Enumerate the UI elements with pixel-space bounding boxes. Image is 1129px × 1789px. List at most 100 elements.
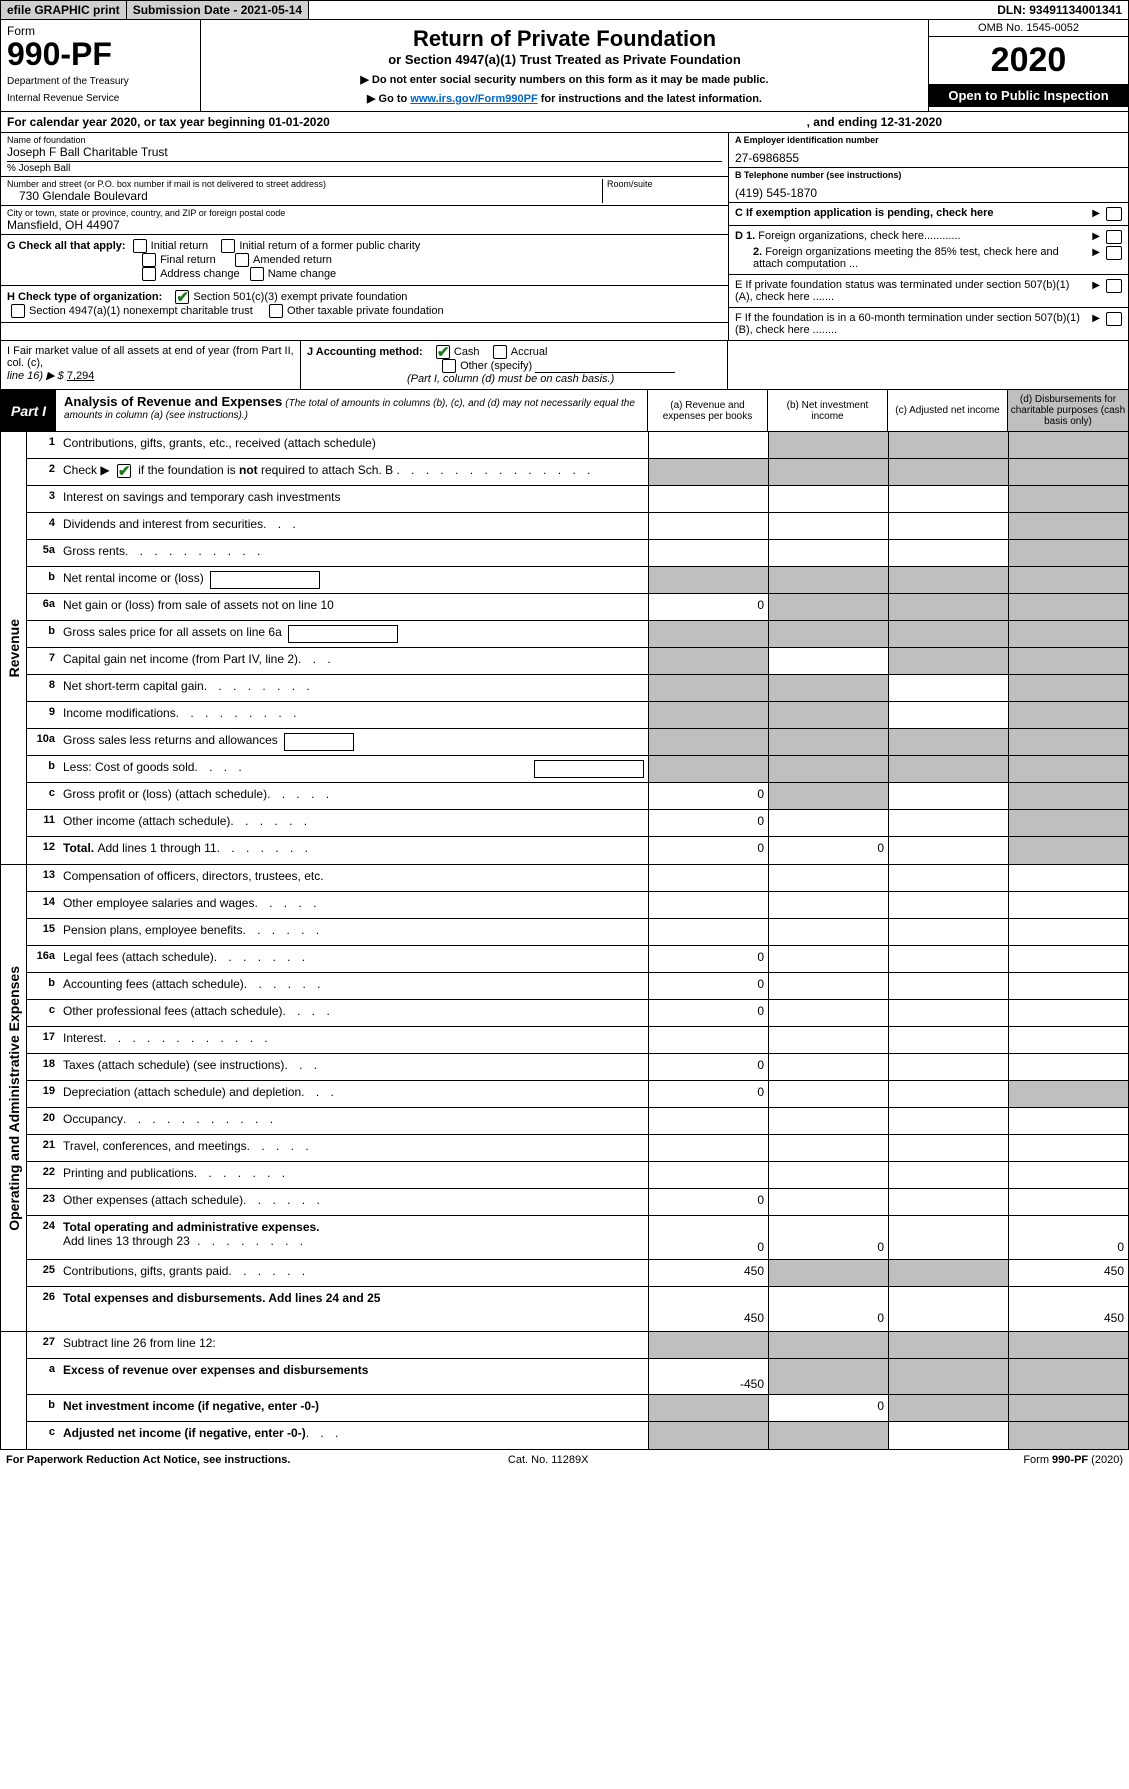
r5a-d	[1008, 540, 1128, 566]
desc-8: Net short-term capital gain	[63, 679, 204, 693]
r10b-d	[1008, 756, 1128, 782]
desc-24b: Add lines 13 through 23	[63, 1234, 190, 1248]
r16a-c	[888, 946, 1008, 972]
r1-c	[888, 432, 1008, 458]
chk-507b1a[interactable]	[1106, 279, 1122, 293]
r1-b	[768, 432, 888, 458]
chk-4947a1[interactable]	[11, 304, 25, 318]
row-27a: a Excess of revenue over expenses and di…	[27, 1359, 1128, 1395]
r6b-a	[648, 621, 768, 647]
col-d-hdr: (d) Disbursements for charitable purpose…	[1008, 390, 1128, 431]
r7-a	[648, 648, 768, 674]
r14-a	[648, 892, 768, 918]
row-8: 8 Net short-term capital gain . . . . . …	[27, 675, 1128, 702]
box-d: D 1. Foreign organizations, check here..…	[729, 226, 1128, 275]
row-27-block: 27 Subtract line 26 from line 12: a Exce…	[0, 1332, 1129, 1450]
chk-accrual[interactable]	[493, 345, 507, 359]
chk-name-change[interactable]	[250, 267, 264, 281]
r19-a: 0	[648, 1081, 768, 1107]
chk-exemption-pending[interactable]	[1106, 207, 1122, 221]
desc-9: Income modifications	[63, 706, 176, 720]
r24-c	[888, 1216, 1008, 1259]
r6b-b	[768, 621, 888, 647]
ein-cell: A Employer identification number 27-6986…	[729, 133, 1128, 168]
r5b-b	[768, 567, 888, 593]
box-h: H Check type of organization: Section 50…	[1, 286, 728, 323]
note-ssn: ▶ Do not enter social security numbers o…	[211, 73, 918, 86]
r27-a	[648, 1332, 768, 1358]
r25-d: 450	[1008, 1260, 1128, 1286]
ln-4: 4	[27, 513, 61, 539]
chk-initial-return[interactable]	[133, 239, 147, 253]
r9-d	[1008, 702, 1128, 728]
r21-a	[648, 1135, 768, 1161]
box-10a[interactable]	[284, 733, 354, 751]
row-6b: b Gross sales price for all assets on li…	[27, 621, 1128, 648]
r4-d	[1008, 513, 1128, 539]
part1-badge: Part I	[1, 390, 56, 431]
box-f: F If the foundation is in a 60-month ter…	[729, 308, 1128, 340]
r16c-b	[768, 1000, 888, 1026]
row-27b: b Net investment income (if negative, en…	[27, 1395, 1128, 1422]
desc-7: Capital gain net income (from Part IV, l…	[63, 652, 298, 666]
box-10b[interactable]	[534, 760, 644, 778]
chk-initial-former[interactable]	[221, 239, 235, 253]
chk-507b1b[interactable]	[1106, 312, 1122, 326]
r10b-a	[648, 756, 768, 782]
chk-final-return[interactable]	[142, 253, 156, 267]
chk-address-change[interactable]	[142, 267, 156, 281]
expenses-section: Operating and Administrative Expenses 13…	[0, 865, 1129, 1332]
ln-5a: 5a	[27, 540, 61, 566]
chk-foreign-org[interactable]	[1106, 230, 1122, 244]
ln-27c: c	[27, 1422, 61, 1449]
row-25: 25 Contributions, gifts, grants paid . .…	[27, 1260, 1128, 1287]
g-o5: Address change	[160, 268, 240, 280]
desc-21: Travel, conferences, and meetings	[63, 1139, 247, 1153]
chk-no-schb[interactable]	[117, 464, 131, 478]
desc-10b: Less: Cost of goods sold	[63, 760, 194, 774]
r5a-a	[648, 540, 768, 566]
r27b-a	[648, 1395, 768, 1421]
r15-a	[648, 919, 768, 945]
desc-4: Dividends and interest from securities	[63, 517, 263, 531]
ln-27a: a	[27, 1359, 61, 1394]
row-19: 19 Depreciation (attach schedule) and de…	[27, 1081, 1128, 1108]
box-6b[interactable]	[288, 625, 398, 643]
irs-link[interactable]: www.irs.gov/Form990PF	[410, 93, 537, 105]
h-o1: Section 501(c)(3) exempt private foundat…	[193, 291, 407, 303]
r22-c	[888, 1162, 1008, 1188]
r23-c	[888, 1189, 1008, 1215]
ln-20: 20	[27, 1108, 61, 1134]
r24-b: 0	[768, 1216, 888, 1259]
desc-15: Pension plans, employee benefits	[63, 923, 242, 937]
chk-cash[interactable]	[436, 345, 450, 359]
h-o3: Other taxable private foundation	[287, 305, 444, 317]
r18-a: 0	[648, 1054, 768, 1080]
r10a-a	[648, 729, 768, 755]
part1-header: Part I Analysis of Revenue and Expenses …	[0, 390, 1129, 432]
row-23: 23 Other expenses (attach schedule) . . …	[27, 1189, 1128, 1216]
r16b-a: 0	[648, 973, 768, 999]
r6a-b	[768, 594, 888, 620]
hdr-left: Form 990-PF Department of the Treasury I…	[1, 20, 201, 111]
entity-info: Name of foundation Joseph F Ball Charita…	[0, 133, 1129, 341]
name-label: Name of foundation	[7, 135, 722, 145]
chk-amended[interactable]	[235, 253, 249, 267]
row-5b: b Net rental income or (loss)	[27, 567, 1128, 594]
chk-501c3[interactable]	[175, 290, 189, 304]
r5a-c	[888, 540, 1008, 566]
r13-d	[1008, 865, 1128, 891]
box-5b[interactable]	[210, 571, 320, 589]
i-label: I Fair market value of all assets at end…	[7, 345, 294, 369]
ln-7: 7	[27, 648, 61, 674]
addr-cell: Number and street (or P.O. box number if…	[1, 177, 728, 206]
arrow-icon	[1092, 230, 1100, 244]
r22-a	[648, 1162, 768, 1188]
ln-27: 27	[27, 1332, 61, 1358]
addr-label: Number and street (or P.O. box number if…	[7, 179, 602, 189]
chk-other-method[interactable]	[442, 359, 456, 373]
form-header: Form 990-PF Department of the Treasury I…	[0, 20, 1129, 112]
chk-other-taxable[interactable]	[269, 304, 283, 318]
chk-foreign-85[interactable]	[1106, 246, 1122, 260]
r13-a	[648, 865, 768, 891]
